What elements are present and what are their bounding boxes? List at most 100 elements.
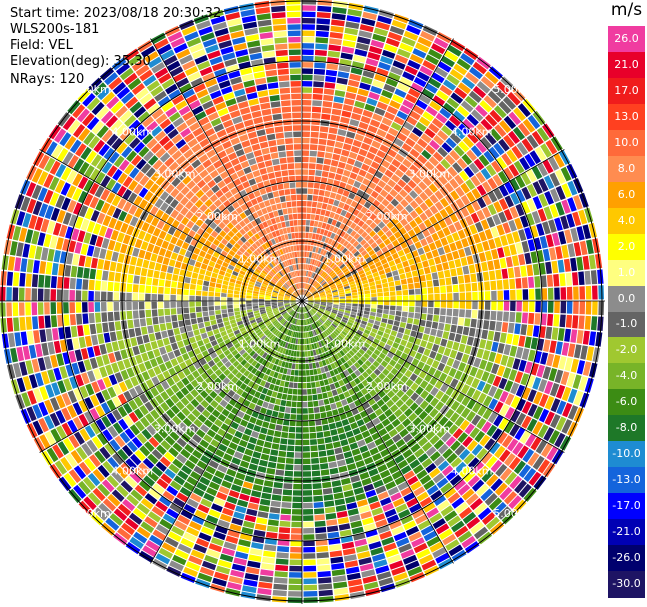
velocity-gate	[177, 340, 185, 349]
velocity-gate	[208, 509, 221, 519]
velocity-gate	[250, 457, 260, 465]
velocity-gate	[249, 350, 256, 357]
velocity-gate	[373, 394, 381, 402]
velocity-gate	[214, 333, 222, 340]
velocity-gate	[298, 376, 302, 383]
velocity-gate	[209, 315, 216, 321]
velocity-gate	[12, 302, 19, 317]
velocity-gate	[306, 207, 312, 214]
velocity-gate	[185, 561, 201, 572]
velocity-gate	[218, 443, 228, 452]
velocity-gate	[213, 328, 220, 335]
velocity-gate	[275, 273, 281, 279]
velocity-gate	[407, 277, 414, 284]
velocity-gate	[314, 49, 327, 56]
velocity-gate	[322, 250, 328, 256]
velocity-gate	[25, 229, 34, 244]
velocity-gate	[277, 281, 283, 287]
velocity-gate	[64, 326, 72, 339]
velocity-gate	[592, 238, 601, 254]
velocity-gate	[311, 309, 316, 314]
velocity-gate	[166, 508, 179, 519]
velocity-gate	[305, 305, 310, 311]
velocity-gate	[469, 366, 478, 377]
velocity-gate	[322, 283, 328, 288]
velocity-gate	[63, 314, 70, 326]
velocity-gate	[488, 398, 498, 410]
velocity-gate	[240, 307, 246, 311]
velocity-gate	[328, 127, 338, 135]
velocity-gate	[191, 224, 200, 233]
velocity-gate	[396, 389, 405, 398]
velocity-gate	[538, 193, 549, 207]
velocity-gate	[381, 117, 393, 127]
velocity-gate	[416, 421, 427, 431]
velocity-gate	[235, 231, 243, 239]
velocity-gate	[369, 331, 377, 338]
velocity-gate	[543, 339, 551, 352]
velocity-gate	[242, 585, 257, 594]
velocity-gate	[344, 312, 350, 317]
velocity-gate	[282, 495, 292, 502]
velocity-gate	[39, 434, 51, 449]
velocity-gate	[57, 314, 64, 327]
velocity-gate	[62, 116, 76, 131]
velocity-gate	[421, 441, 433, 452]
velocity-gate	[350, 311, 357, 316]
velocity-gate	[386, 339, 394, 346]
velocity-gate	[476, 319, 484, 329]
velocity-gate	[142, 259, 150, 269]
velocity-gate	[336, 243, 342, 250]
velocity-gate	[430, 490, 443, 501]
velocity-gate	[141, 428, 152, 440]
velocity-gate	[31, 288, 38, 301]
velocity-gate	[209, 381, 218, 390]
velocity-gate	[351, 308, 358, 313]
velocity-gate	[271, 494, 282, 501]
velocity-gate	[302, 395, 308, 402]
velocity-gate	[165, 398, 175, 408]
velocity-gate	[332, 153, 341, 161]
velocity-gate	[331, 287, 338, 292]
velocity-gate	[361, 17, 376, 27]
velocity-gate	[303, 496, 313, 503]
velocity-gate	[548, 368, 558, 382]
velocity-gate	[390, 226, 398, 234]
velocity-gate	[92, 468, 105, 482]
velocity-gate	[204, 208, 213, 217]
velocity-gate	[437, 271, 445, 279]
velocity-gate	[240, 288, 247, 293]
velocity-gate	[177, 514, 191, 526]
velocity-gate	[243, 233, 250, 240]
velocity-gate	[165, 322, 173, 330]
velocity-gate	[336, 336, 342, 343]
velocity-gate	[233, 294, 240, 298]
velocity-gate	[66, 185, 77, 199]
velocity-gate	[252, 484, 263, 492]
velocity-gate	[63, 378, 73, 392]
velocity-gate	[437, 362, 446, 372]
velocity-gate	[472, 389, 482, 401]
velocity-gate	[378, 413, 387, 422]
velocity-gate	[259, 294, 265, 297]
velocity-gate	[140, 163, 152, 174]
velocity-gate	[448, 260, 456, 269]
velocity-gate	[459, 419, 470, 431]
velocity-gate	[573, 390, 584, 406]
velocity-gate	[289, 420, 296, 427]
velocity-gate	[323, 273, 328, 279]
velocity-gate	[433, 307, 440, 315]
velocity-gate	[421, 294, 428, 301]
velocity-gate	[368, 345, 376, 352]
velocity-gate	[532, 421, 543, 435]
velocity-gate	[449, 68, 464, 81]
velocity-gate	[288, 309, 293, 313]
velocity-gate	[341, 46, 355, 54]
velocity-gate	[196, 255, 204, 263]
velocity-gate	[231, 376, 239, 384]
velocity-gate	[357, 551, 371, 560]
velocity-gate	[252, 301, 258, 304]
velocity-gate	[22, 345, 31, 360]
velocity-gate	[195, 375, 204, 384]
velocity-gate	[473, 526, 489, 540]
